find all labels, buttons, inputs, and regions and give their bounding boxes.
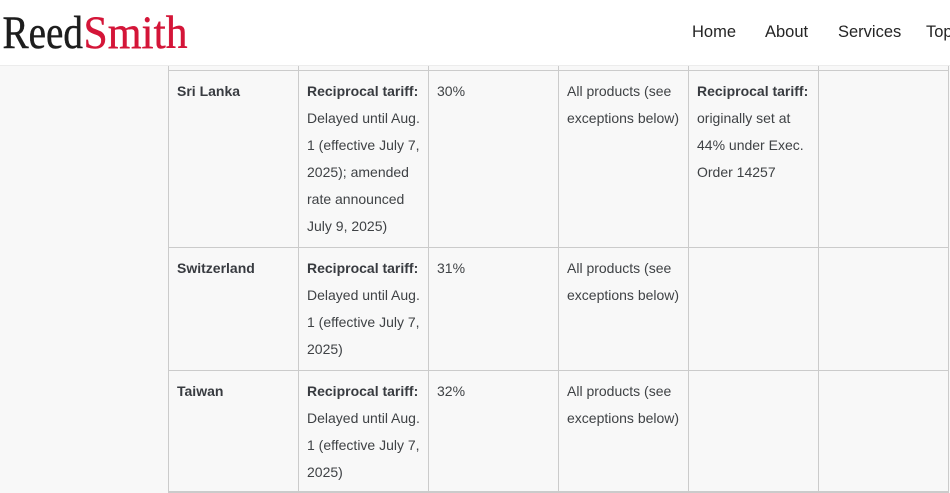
svg-text:Reed: Reed (3, 8, 84, 59)
svg-text:Smith: Smith (84, 8, 188, 59)
